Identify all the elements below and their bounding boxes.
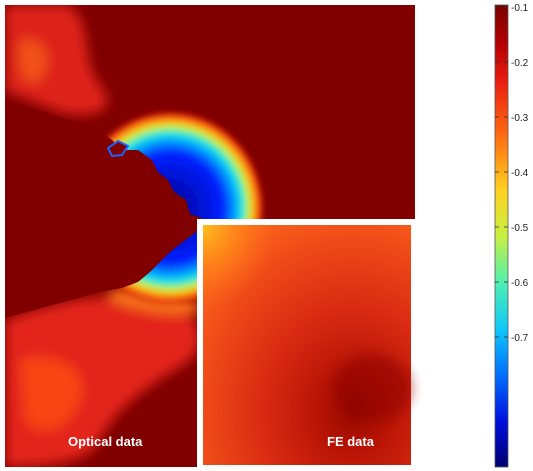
colorbar-tick-label: -0.2 (511, 58, 529, 69)
colorbar-tick-label: -0.1 (511, 3, 529, 14)
colorbar-tick-label: -0.5 (511, 223, 529, 234)
colorbar-tick-label: -0.3 (511, 113, 529, 124)
cavity-fragment (106, 139, 130, 158)
colorbar-ticks: -0.1 -0.2 -0.3 -0.4 -0.5 -0.6 -0.7 (495, 3, 529, 344)
fe-panel-dark-spot (332, 354, 412, 422)
cavity-region (5, 100, 202, 318)
optical-data-label: Optical data (68, 434, 143, 449)
colorbar-tick-label: -0.4 (511, 168, 529, 179)
colorbar: -0.1 -0.2 -0.3 -0.4 -0.5 -0.6 -0.7 (494, 3, 529, 468)
colorbar-tick-label: -0.7 (511, 333, 529, 344)
colorbar-scale (494, 4, 509, 468)
fe-data-panel (197, 219, 416, 469)
upper-noise-region (5, 5, 108, 115)
fe-panel-corner-glow (203, 225, 411, 465)
colorbar-tick-label: -0.6 (511, 278, 529, 289)
fe-data-label: FE data (327, 434, 375, 449)
